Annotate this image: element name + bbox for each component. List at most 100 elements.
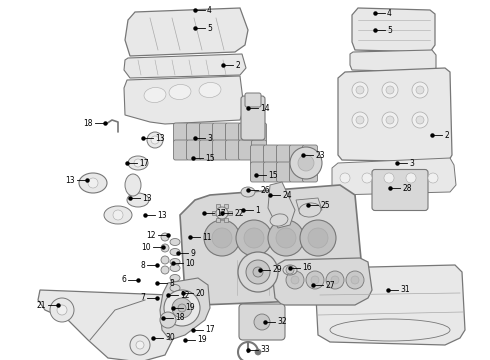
- Circle shape: [416, 86, 424, 94]
- Circle shape: [340, 173, 350, 183]
- Text: 10: 10: [142, 243, 151, 252]
- Circle shape: [384, 173, 394, 183]
- FancyBboxPatch shape: [290, 162, 304, 182]
- Text: 22: 22: [234, 208, 244, 217]
- Ellipse shape: [170, 258, 180, 266]
- Polygon shape: [124, 54, 246, 78]
- Circle shape: [151, 136, 159, 144]
- Circle shape: [300, 220, 336, 256]
- Circle shape: [286, 271, 304, 289]
- Circle shape: [164, 290, 200, 326]
- Text: 16: 16: [302, 264, 312, 273]
- Text: 32: 32: [277, 318, 287, 327]
- Circle shape: [130, 335, 150, 355]
- Circle shape: [268, 220, 304, 256]
- Polygon shape: [160, 278, 210, 340]
- Ellipse shape: [283, 265, 297, 275]
- Circle shape: [134, 159, 142, 167]
- Circle shape: [204, 220, 240, 256]
- Circle shape: [356, 86, 364, 94]
- Circle shape: [255, 349, 261, 355]
- Circle shape: [306, 271, 324, 289]
- Polygon shape: [352, 8, 435, 52]
- Circle shape: [147, 132, 163, 148]
- Circle shape: [386, 86, 394, 94]
- Bar: [224, 204, 228, 208]
- Circle shape: [351, 276, 359, 284]
- Text: 24: 24: [282, 190, 292, 199]
- Polygon shape: [268, 182, 295, 228]
- FancyBboxPatch shape: [276, 145, 292, 165]
- Circle shape: [311, 276, 319, 284]
- FancyBboxPatch shape: [276, 162, 292, 182]
- Text: 2: 2: [444, 131, 449, 140]
- Circle shape: [254, 314, 270, 330]
- FancyBboxPatch shape: [239, 304, 285, 340]
- Ellipse shape: [270, 214, 288, 226]
- Text: 29: 29: [272, 266, 282, 274]
- Circle shape: [236, 220, 272, 256]
- Ellipse shape: [170, 284, 180, 292]
- FancyBboxPatch shape: [251, 123, 267, 143]
- FancyBboxPatch shape: [173, 140, 189, 160]
- Circle shape: [286, 266, 294, 274]
- FancyBboxPatch shape: [245, 93, 261, 107]
- Text: 12: 12: [147, 230, 156, 239]
- Circle shape: [298, 155, 314, 171]
- FancyBboxPatch shape: [239, 140, 253, 160]
- FancyBboxPatch shape: [239, 123, 253, 143]
- Circle shape: [136, 341, 144, 349]
- FancyBboxPatch shape: [187, 123, 201, 143]
- Ellipse shape: [79, 173, 107, 193]
- Circle shape: [113, 210, 123, 220]
- FancyBboxPatch shape: [225, 140, 241, 160]
- Bar: [216, 204, 220, 208]
- Text: 6: 6: [121, 275, 126, 284]
- Circle shape: [244, 228, 264, 248]
- Polygon shape: [125, 8, 248, 56]
- Ellipse shape: [170, 248, 180, 256]
- Circle shape: [160, 312, 176, 328]
- Circle shape: [356, 116, 364, 124]
- FancyBboxPatch shape: [250, 145, 266, 165]
- Text: 17: 17: [216, 208, 225, 217]
- Text: 17: 17: [205, 325, 215, 334]
- Ellipse shape: [125, 174, 141, 196]
- Text: 15: 15: [205, 153, 215, 162]
- Circle shape: [290, 147, 322, 179]
- Circle shape: [362, 173, 372, 183]
- Ellipse shape: [104, 206, 132, 224]
- Circle shape: [161, 244, 169, 252]
- Circle shape: [50, 298, 74, 322]
- Text: 7: 7: [140, 293, 145, 302]
- Text: 17: 17: [139, 158, 148, 167]
- Circle shape: [172, 298, 192, 318]
- Circle shape: [161, 266, 169, 274]
- FancyBboxPatch shape: [264, 145, 278, 165]
- Polygon shape: [180, 185, 362, 305]
- Circle shape: [352, 112, 368, 128]
- Text: 19: 19: [197, 336, 207, 345]
- Circle shape: [276, 228, 296, 248]
- Circle shape: [428, 173, 438, 183]
- Circle shape: [291, 276, 299, 284]
- Text: 21: 21: [36, 301, 46, 310]
- Text: 27: 27: [325, 280, 335, 289]
- Bar: [224, 218, 228, 222]
- Circle shape: [216, 207, 228, 219]
- FancyBboxPatch shape: [302, 162, 318, 182]
- Text: 3: 3: [409, 158, 414, 167]
- Circle shape: [220, 211, 224, 215]
- Text: 11: 11: [202, 233, 212, 242]
- Bar: [212, 211, 216, 215]
- Text: 30: 30: [165, 333, 175, 342]
- Circle shape: [57, 305, 67, 315]
- Ellipse shape: [144, 87, 166, 103]
- Text: 18: 18: [175, 314, 185, 323]
- Text: 13: 13: [65, 176, 75, 185]
- Text: 25: 25: [320, 201, 330, 210]
- Text: 33: 33: [260, 346, 270, 355]
- FancyBboxPatch shape: [251, 140, 267, 160]
- Polygon shape: [332, 158, 456, 195]
- Text: 4: 4: [207, 5, 212, 14]
